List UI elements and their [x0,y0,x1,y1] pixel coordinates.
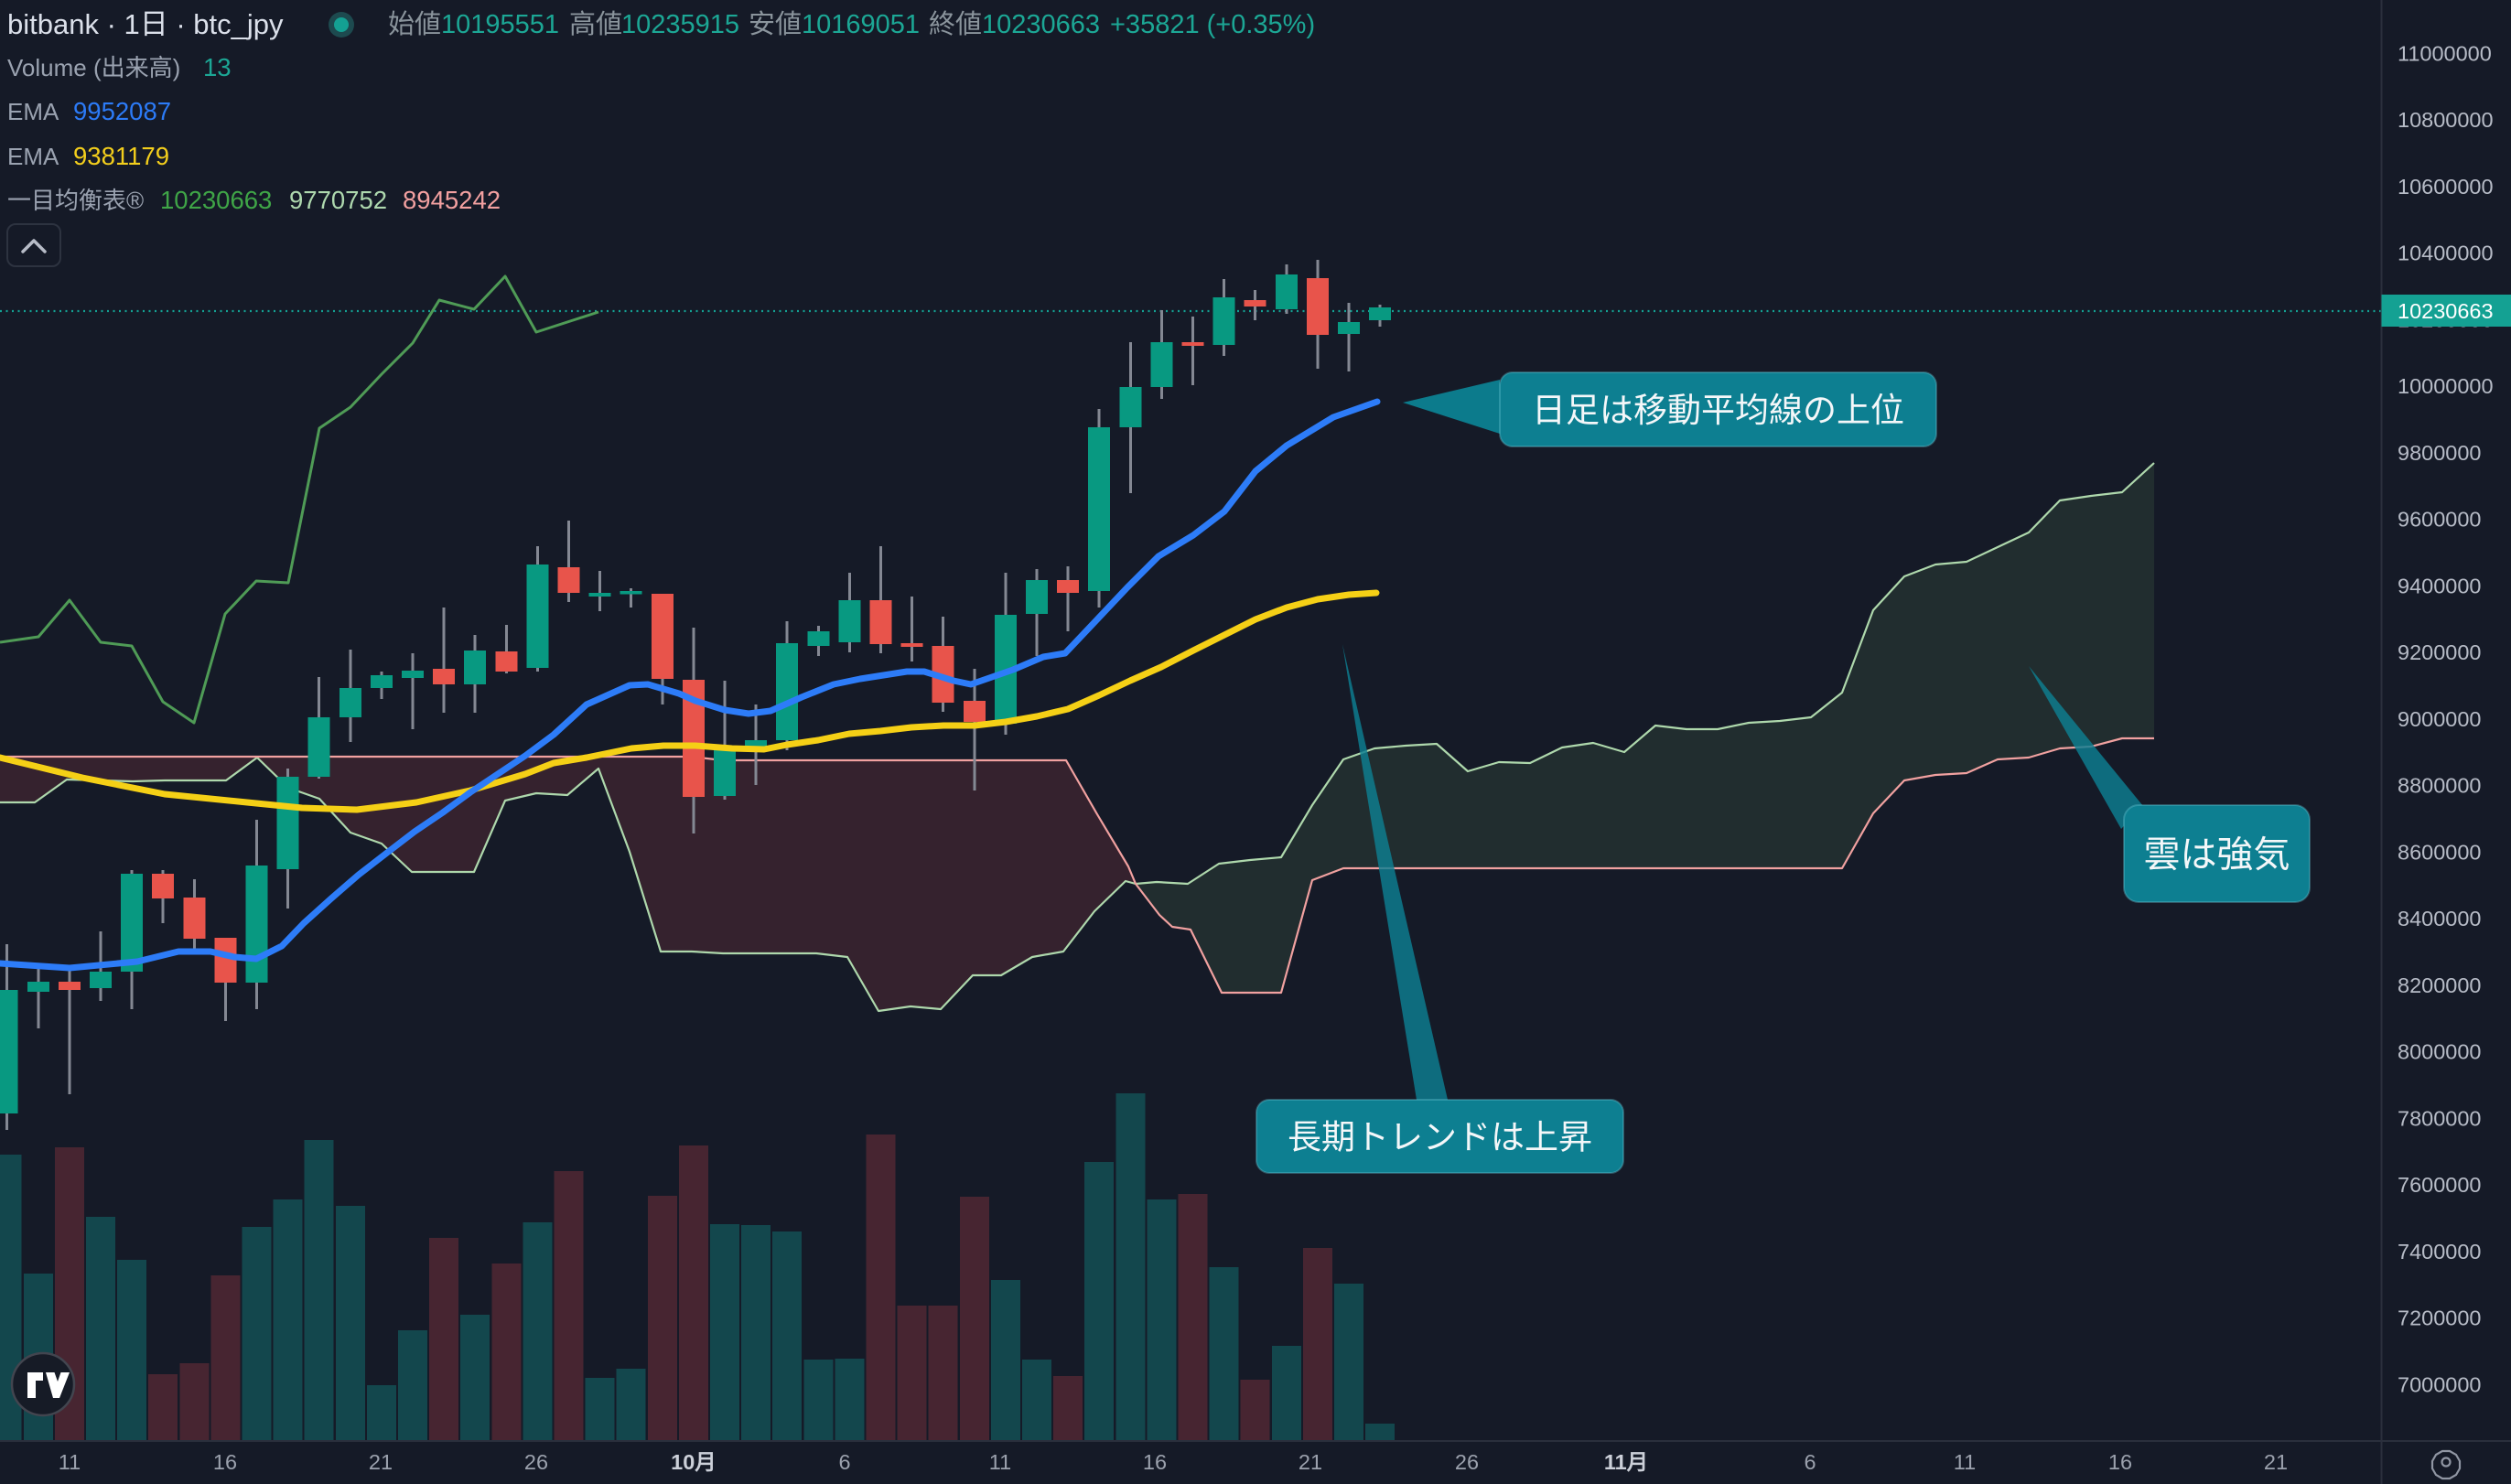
svg-text:10235915: 10235915 [621,10,739,39]
svg-text:9952087: 9952087 [73,97,171,125]
svg-text:11: 11 [989,1450,1011,1474]
svg-text:9381179: 9381179 [73,142,169,170]
svg-text:21: 21 [1299,1450,1322,1474]
svg-text:21: 21 [369,1450,393,1474]
svg-text:16: 16 [1143,1450,1167,1474]
svg-text:10400000: 10400000 [2398,242,2494,265]
svg-text:始値: 始値 [388,9,441,39]
svg-text:8600000: 8600000 [2398,840,2482,864]
svg-text:日足は移動平均線の上位: 日足は移動平均線の上位 [1532,392,1904,429]
svg-text:一目均衡表®: 一目均衡表® [7,187,144,214]
svg-text:6: 6 [1804,1450,1816,1474]
svg-text:10230663: 10230663 [160,186,272,214]
svg-text:9000000: 9000000 [2398,707,2482,731]
svg-text:10600000: 10600000 [2398,175,2494,199]
svg-text:11000000: 11000000 [2398,41,2492,65]
svg-text:7600000: 7600000 [2398,1173,2482,1197]
svg-text:10800000: 10800000 [2398,108,2494,132]
svg-text:16: 16 [2108,1450,2132,1474]
svg-text:高値: 高値 [569,9,622,39]
svg-text:6: 6 [838,1450,850,1474]
svg-text:10195551: 10195551 [441,10,559,39]
svg-text:8200000: 8200000 [2398,973,2482,997]
svg-text:9800000: 9800000 [2398,441,2482,465]
svg-text:11: 11 [1954,1450,1976,1474]
svg-text:EMA: EMA [7,143,59,170]
svg-text:10月: 10月 [671,1450,717,1474]
svg-text:+35821 (+0.35%): +35821 (+0.35%) [1110,10,1315,39]
svg-text:Volume (出来高): Volume (出来高) [7,54,180,81]
svg-text:bitbank · 1日 · btc_jpy: bitbank · 1日 · btc_jpy [7,8,284,40]
svg-text:8000000: 8000000 [2398,1040,2482,1064]
svg-text:10230663: 10230663 [982,10,1100,39]
svg-text:13: 13 [203,53,232,81]
svg-text:8945242: 8945242 [403,186,501,214]
svg-text:26: 26 [1455,1450,1479,1474]
svg-text:EMA: EMA [7,98,59,125]
svg-text:7200000: 7200000 [2398,1307,2482,1330]
svg-text:7400000: 7400000 [2398,1240,2482,1264]
svg-text:26: 26 [524,1450,548,1474]
svg-text:11月: 11月 [1604,1450,1648,1474]
svg-text:9770752: 9770752 [289,186,387,214]
svg-text:終値: 終値 [929,9,982,39]
svg-text:安値: 安値 [749,9,802,39]
svg-text:10230663: 10230663 [2398,299,2494,323]
svg-text:9400000: 9400000 [2398,574,2482,597]
svg-text:9200000: 9200000 [2398,640,2482,664]
svg-text:8800000: 8800000 [2398,774,2482,798]
svg-text:10169051: 10169051 [802,10,920,39]
svg-text:7000000: 7000000 [2398,1372,2482,1396]
svg-text:7800000: 7800000 [2398,1106,2482,1130]
svg-text:10000000: 10000000 [2398,374,2494,398]
svg-text:16: 16 [213,1450,237,1474]
svg-text:9600000: 9600000 [2398,508,2482,532]
svg-text:8400000: 8400000 [2398,907,2482,930]
svg-text:長期トレンドは上昇: 長期トレンドは上昇 [1288,1118,1592,1156]
svg-text:11: 11 [59,1450,81,1474]
svg-text:21: 21 [2264,1450,2288,1474]
svg-text:雲は強気: 雲は強気 [2144,834,2290,875]
